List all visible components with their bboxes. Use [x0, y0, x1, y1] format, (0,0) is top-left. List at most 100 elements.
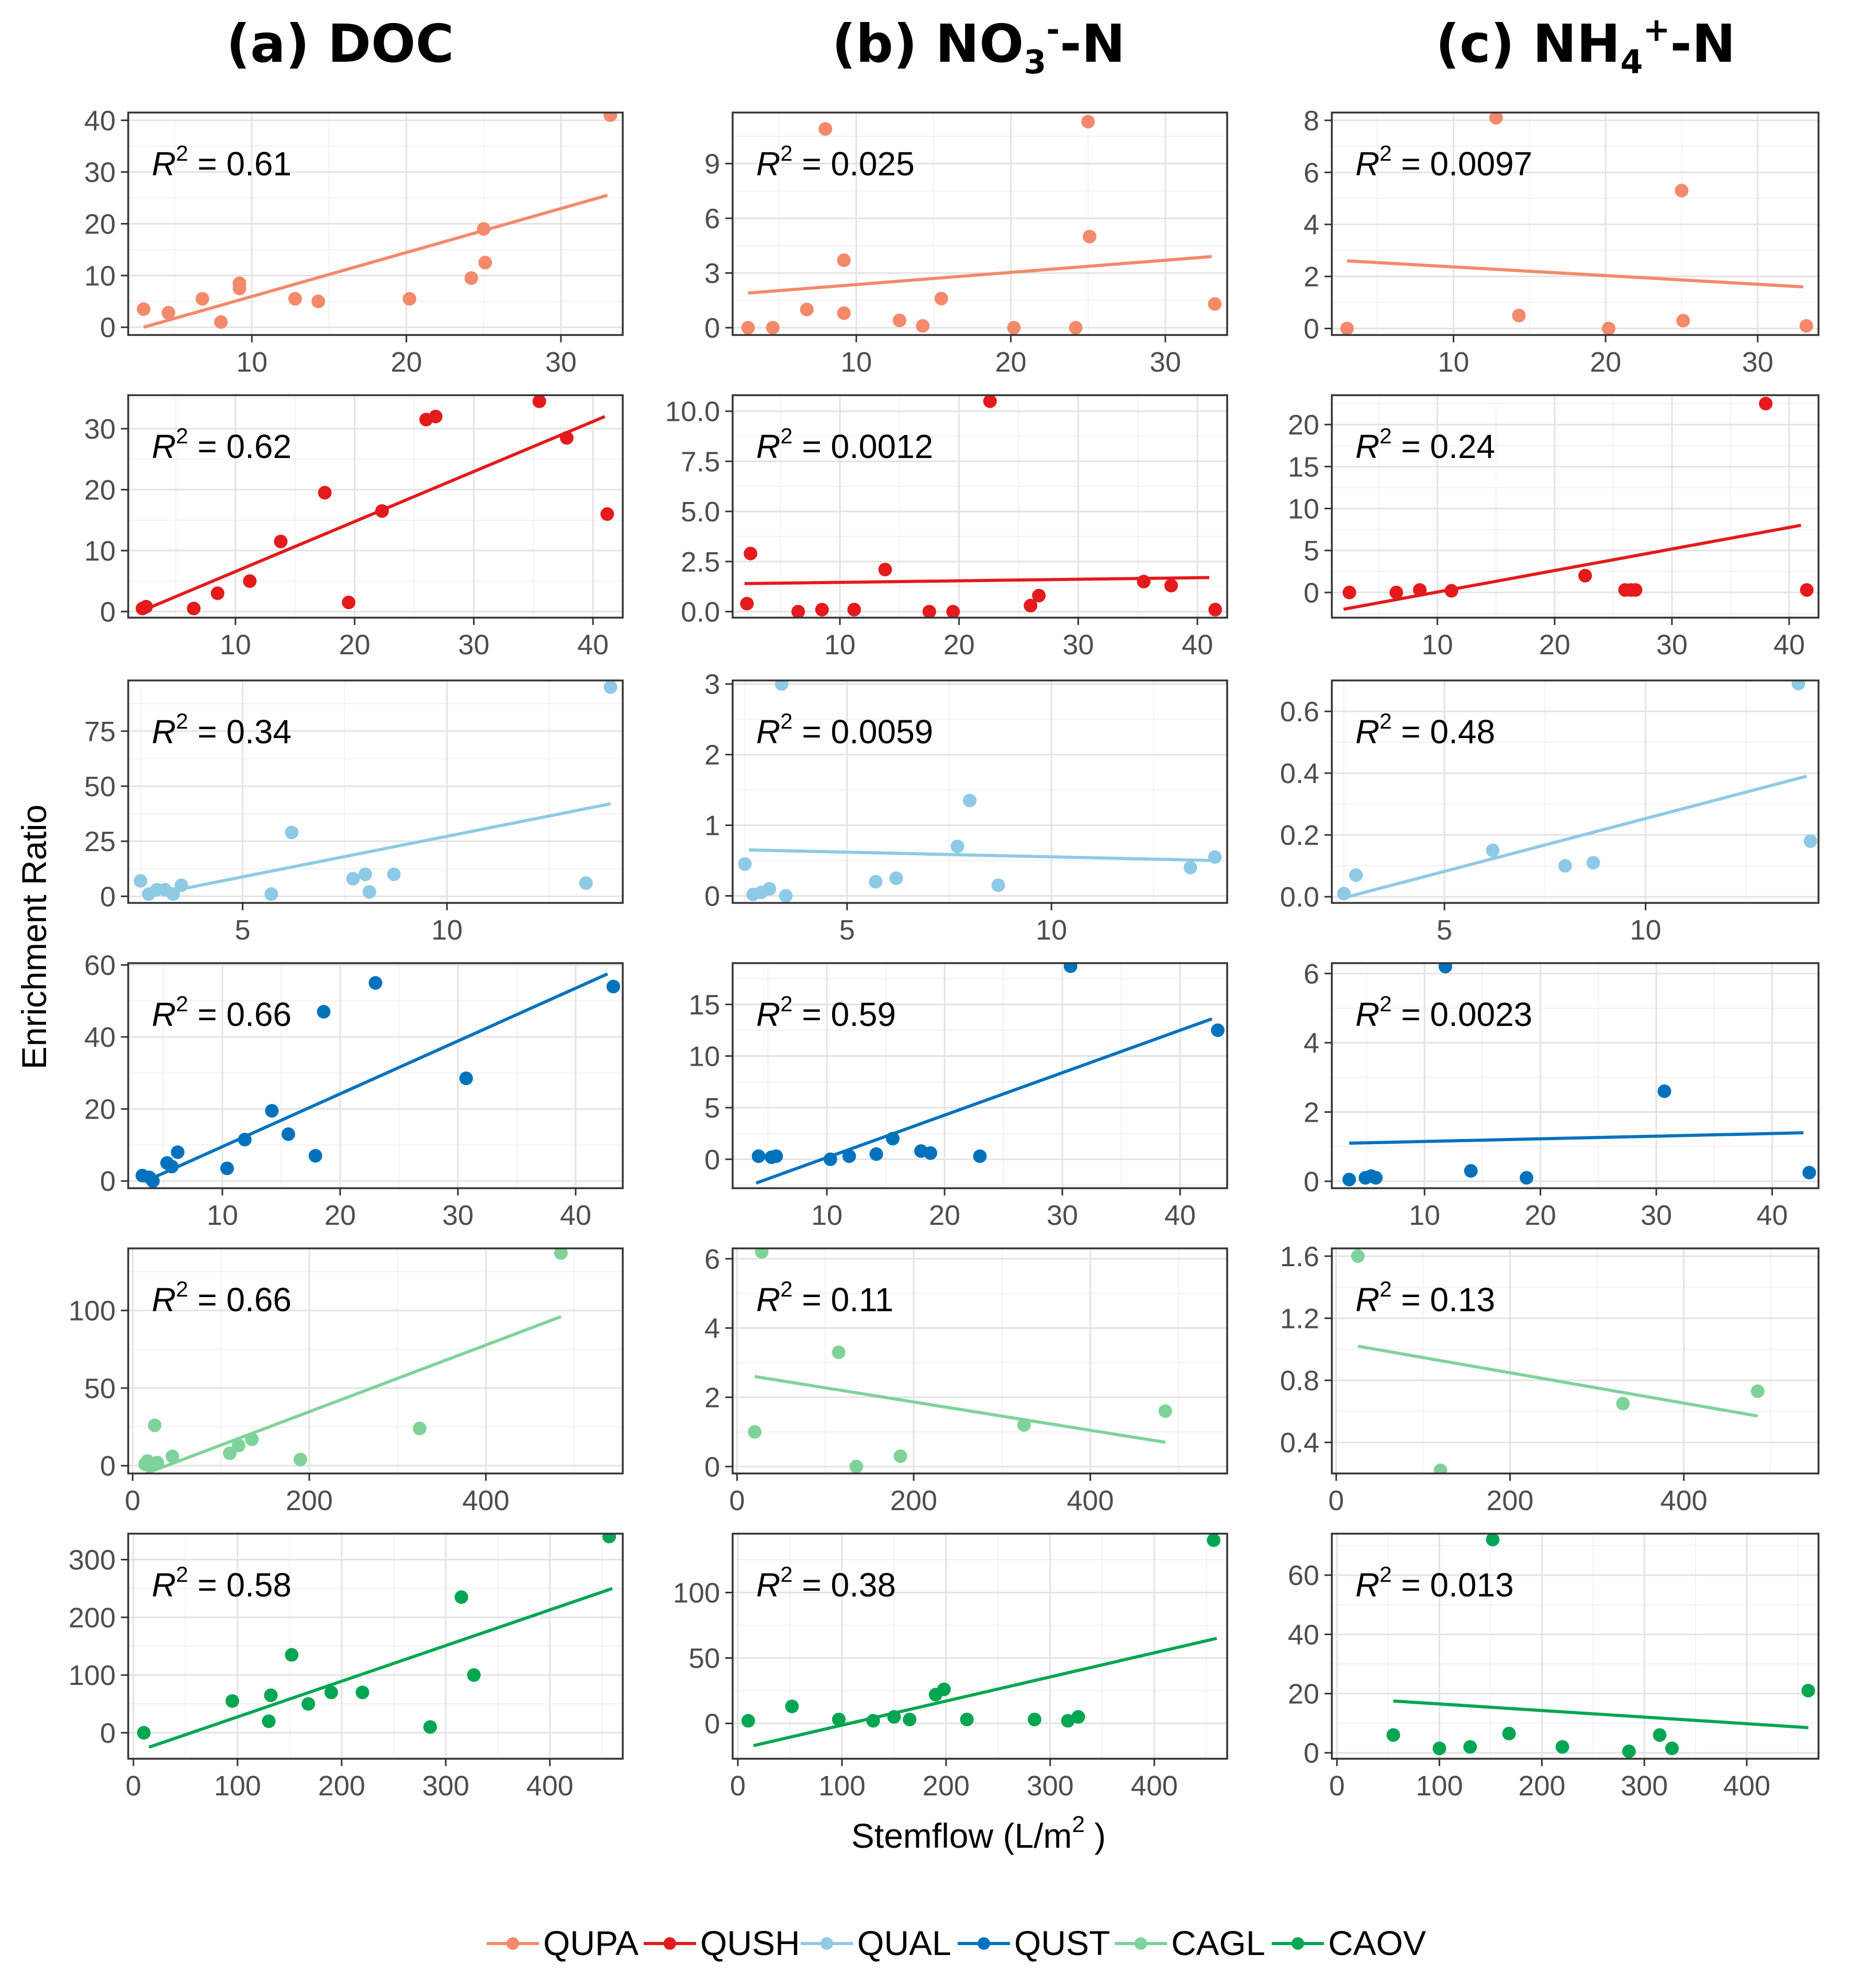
data-point — [741, 321, 755, 335]
y-tick-label: 6 — [1304, 157, 1319, 188]
y-tick-label: 6 — [704, 1244, 720, 1275]
x-tick-label: 100 — [1416, 1770, 1463, 1802]
y-tick-label: 0 — [100, 596, 116, 628]
data-point — [1413, 583, 1427, 597]
y-tick-label: 0.4 — [1280, 758, 1319, 789]
data-point — [1432, 1741, 1446, 1756]
x-tick-label: 40 — [1164, 1200, 1196, 1231]
x-tick-label: 10 — [1036, 914, 1067, 946]
data-point — [231, 1438, 245, 1453]
r-squared-label: R2 = 0.0023 — [1355, 991, 1532, 1033]
y-tick-label: 6 — [704, 203, 720, 234]
x-tick-label: 300 — [1621, 1770, 1668, 1802]
x-tick-label: 300 — [1027, 1770, 1074, 1802]
regression-line — [749, 848, 1215, 863]
y-axis-label: Enrichment Ratio — [15, 805, 53, 1069]
x-tick-label: 30 — [545, 347, 577, 378]
y-tick-label: 0 — [704, 1708, 720, 1740]
x-tick-label: 0 — [1328, 1485, 1344, 1516]
data-point — [166, 887, 180, 901]
x-axis-label: Stemflow (L/m2 ) — [851, 1812, 1106, 1855]
data-point — [744, 546, 758, 561]
data-point — [1759, 397, 1773, 411]
r-squared-label: R2 = 0.34 — [152, 709, 291, 751]
panel-border — [1331, 679, 1820, 904]
plot-area — [1351, 1249, 1765, 1473]
y-tick-label: 9 — [704, 149, 720, 180]
data-point — [1803, 834, 1817, 848]
regression-line — [744, 576, 1209, 585]
data-point — [282, 1127, 295, 1141]
panel-background — [1332, 963, 1819, 1188]
data-point — [308, 1149, 322, 1163]
legend-label: QUST — [1014, 1924, 1110, 1962]
plot-area — [741, 115, 1222, 335]
data-point — [973, 1149, 987, 1163]
x-tick-label: 20 — [391, 347, 422, 378]
regression-line — [139, 415, 606, 613]
data-point — [769, 1149, 783, 1163]
data-point — [139, 600, 153, 614]
y-tick-label: 4 — [1304, 209, 1319, 241]
data-point — [342, 595, 356, 609]
data-point — [1791, 680, 1805, 690]
panel-qust-nh4-n: 10 20 30 40 0 2 4 6 R2 = 0.0023 — [1304, 958, 1820, 1231]
data-point — [1208, 850, 1222, 864]
y-tick-label: 7.5 — [681, 446, 720, 477]
data-point — [603, 113, 618, 122]
plot-area — [137, 113, 618, 329]
panel-border — [1331, 1247, 1820, 1475]
data-point — [477, 222, 491, 236]
y-tick-label: 0 — [100, 881, 116, 912]
data-point — [1444, 584, 1458, 598]
data-point — [922, 605, 936, 618]
x-tick-label: 30 — [1656, 629, 1688, 661]
data-point — [1675, 184, 1689, 198]
x-tick-label: 300 — [422, 1770, 469, 1802]
r-squared-label: R2 = 0.48 — [1355, 709, 1495, 751]
y-tick-label: 15 — [689, 989, 720, 1021]
y-tick-label: 50 — [84, 771, 116, 802]
legend-marker — [978, 1937, 990, 1950]
x-tick-label: 400 — [1660, 1485, 1708, 1516]
x-tick-label: 200 — [890, 1485, 937, 1516]
data-point — [1653, 1728, 1667, 1742]
data-point — [818, 122, 833, 136]
data-point — [288, 292, 302, 306]
panel-border — [732, 679, 1228, 904]
y-tick-label: 30 — [84, 414, 116, 445]
data-point — [579, 876, 593, 890]
y-tick-label: 0.6 — [1280, 696, 1319, 728]
panel-qust-no3-n: 10 20 30 40 0 5 10 15 R2 = 0.59 — [689, 962, 1228, 1231]
y-tick-label: 0 — [100, 312, 116, 343]
y-tick-label: 0 — [1304, 314, 1319, 345]
y-tick-label: 0 — [704, 881, 720, 912]
x-tick-label: 200 — [286, 1485, 333, 1516]
data-point — [362, 885, 376, 899]
data-point — [171, 1145, 185, 1159]
data-point — [832, 1345, 846, 1359]
data-point — [1183, 861, 1197, 875]
x-tick-label: 200 — [923, 1770, 970, 1802]
panel-border — [732, 1533, 1228, 1760]
data-point — [1208, 297, 1222, 311]
data-point — [1555, 1740, 1569, 1754]
data-point — [1069, 321, 1083, 335]
x-tick-label: 0 — [1329, 1770, 1345, 1802]
data-point — [1386, 1728, 1400, 1742]
plot-area — [1340, 113, 1813, 335]
x-tick-label: 10 — [1422, 629, 1453, 661]
legend-marker — [507, 1937, 519, 1950]
data-point — [375, 504, 389, 518]
y-tick-label: 4 — [704, 1313, 720, 1344]
y-tick-label: 0 — [100, 1450, 116, 1482]
data-point — [264, 887, 278, 901]
y-tick-label: 1.6 — [1280, 1241, 1319, 1272]
data-point — [960, 1713, 974, 1726]
x-tick-label: 5 — [1436, 914, 1452, 946]
data-point — [741, 1714, 755, 1728]
data-point — [1340, 321, 1354, 335]
y-tick-label: 0 — [100, 1166, 116, 1197]
regression-line — [753, 1637, 1217, 1747]
x-tick-label: 40 — [1774, 629, 1805, 661]
